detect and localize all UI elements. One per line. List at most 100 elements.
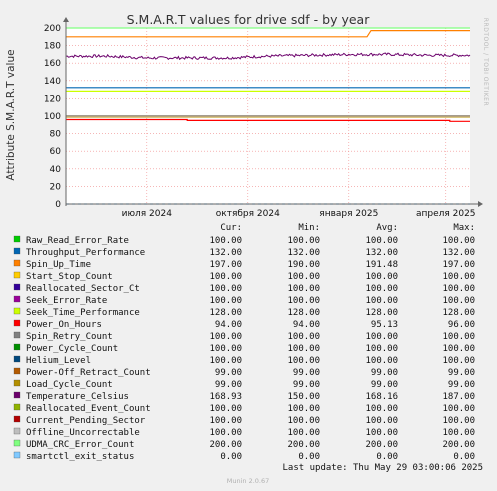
y-tick-label: 20 xyxy=(50,182,62,192)
legend-value-cur: 100.00 xyxy=(209,404,242,414)
legend-value-min: 100.00 xyxy=(287,272,320,282)
x-tick-labels: июля 2024 октября 2024 января 2025 апреля 2… xyxy=(122,209,476,219)
legend-value-cur: 100.00 xyxy=(209,332,242,342)
legend-swatch xyxy=(13,379,21,387)
y-tick-label: 100 xyxy=(44,112,61,122)
legend-series-name: Seek_Time_Performance xyxy=(26,308,140,318)
legend-value-avg: 132.00 xyxy=(365,248,398,258)
legend-series-name: Load_Cycle_Count xyxy=(26,380,113,390)
legend-value-min: 100.00 xyxy=(287,404,320,414)
legend-swatch xyxy=(13,259,21,267)
legend-swatch xyxy=(13,247,21,255)
legend-series-name: Spin_Retry_Count xyxy=(26,332,113,342)
y-tick-label: 40 xyxy=(50,165,62,175)
legend-value-avg: 99.00 xyxy=(371,368,398,378)
series-line-temperature-celsius xyxy=(65,52,471,61)
y-tick-label: 140 xyxy=(44,77,61,87)
legend-value-avg: 100.00 xyxy=(365,356,398,366)
legend-value-min: 100.00 xyxy=(287,428,320,438)
legend-value-avg: 191.48 xyxy=(365,260,398,270)
legend-value-avg: 95.13 xyxy=(371,320,398,330)
legend-value-cur: 100.00 xyxy=(209,272,242,282)
legend-value-cur: 100.00 xyxy=(209,236,242,246)
y-tick-label: 60 xyxy=(50,147,62,157)
legend-swatch xyxy=(13,403,21,411)
legend-value-cur: 100.00 xyxy=(209,416,242,426)
legend-value-avg: 0.00 xyxy=(376,452,398,462)
legend-value-avg: 99.00 xyxy=(371,380,398,390)
y-tick-label: 0 xyxy=(55,200,61,210)
legend-value-cur: 100.00 xyxy=(209,428,242,438)
legend-value-max: 197.00 xyxy=(442,260,475,270)
last-update-text: Last update: Thu May 29 03:00:06 2025 xyxy=(283,463,483,473)
x-axis-arrow xyxy=(478,201,483,207)
x-tick-label: января 2025 xyxy=(319,209,378,219)
legend-value-max: 128.00 xyxy=(442,308,475,318)
x-tick-label: апреля 2025 xyxy=(416,209,476,219)
legend-swatch xyxy=(13,271,21,279)
legend-value-avg: 100.00 xyxy=(365,416,398,426)
legend-value-max: 100.00 xyxy=(442,428,475,438)
legend-value-avg: 100.00 xyxy=(365,284,398,294)
legend-value-max: 99.00 xyxy=(448,380,475,390)
legend-series-name: Throughput_Performance xyxy=(26,248,145,258)
legend-value-max: 200.00 xyxy=(442,440,475,450)
y-tick-label: 160 xyxy=(44,59,61,69)
legend-swatch xyxy=(13,235,21,243)
legend-value-max: 100.00 xyxy=(442,356,475,366)
legend-series-name: Power_Cycle_Count xyxy=(26,344,118,354)
rrdtool-credit: RRDTOOL / TOBI OETIKER xyxy=(482,18,489,106)
legend-value-cur: 132.00 xyxy=(209,248,242,258)
series-line-spin-up-time xyxy=(66,30,470,38)
y-tick-label: 180 xyxy=(44,42,61,52)
x-tick-label: июля 2024 xyxy=(122,209,173,219)
legend-value-avg: 100.00 xyxy=(365,272,398,282)
legend-swatch xyxy=(13,331,21,339)
legend-value-avg: 100.00 xyxy=(365,404,398,414)
legend-header-max: Max: xyxy=(453,223,475,233)
legend-series-name: Current_Pending_Sector xyxy=(26,416,146,426)
legend-series-name: smartctl_exit_status xyxy=(26,452,134,462)
legend-value-min: 100.00 xyxy=(287,236,320,246)
legend-value-min: 100.00 xyxy=(287,284,320,294)
legend-value-avg: 128.00 xyxy=(365,308,398,318)
axes xyxy=(63,17,483,207)
legend-value-min: 200.00 xyxy=(287,440,320,450)
legend-value-min: 132.00 xyxy=(287,248,320,258)
legend-swatch xyxy=(13,343,21,351)
legend-swatch xyxy=(13,427,21,435)
legend-value-cur: 99.00 xyxy=(215,380,242,390)
legend-series-name: Seek_Error_Rate xyxy=(26,296,107,306)
legend-swatch xyxy=(13,391,21,399)
legend-swatch xyxy=(13,451,21,459)
legend-value-avg: 100.00 xyxy=(365,428,398,438)
legend-header-avg: Avg: xyxy=(376,223,398,233)
legend-value-cur: 128.00 xyxy=(209,308,242,318)
legend-value-max: 187.00 xyxy=(442,392,475,402)
legend-value-max: 100.00 xyxy=(442,284,475,294)
legend-series-name: Start_Stop_Count xyxy=(26,272,113,282)
legend-value-cur: 197.00 xyxy=(209,260,242,270)
legend-value-max: 100.00 xyxy=(442,416,475,426)
legend-value-max: 100.00 xyxy=(442,296,475,306)
legend-swatch xyxy=(13,439,21,447)
legend-value-max: 100.00 xyxy=(442,404,475,414)
legend-value-min: 99.00 xyxy=(293,380,320,390)
legend-value-cur: 94.00 xyxy=(215,320,242,330)
legend-value-min: 190.00 xyxy=(287,260,320,270)
legend-value-cur: 200.00 xyxy=(209,440,242,450)
legend-value-avg: 168.16 xyxy=(365,392,398,402)
legend-swatch xyxy=(13,367,21,375)
legend-value-min: 100.00 xyxy=(287,416,320,426)
legend-value-max: 100.00 xyxy=(442,332,475,342)
legend-value-max: 99.00 xyxy=(448,368,475,378)
series-line-power-on-hours xyxy=(66,118,470,122)
legend-series-name: Spin_Up_Time xyxy=(26,260,91,270)
legend-value-avg: 100.00 xyxy=(365,344,398,354)
legend-value-avg: 100.00 xyxy=(365,236,398,246)
y-axis-label: Attribute S.M.A.R.T value xyxy=(5,49,17,180)
legend-value-max: 100.00 xyxy=(442,344,475,354)
legend-series-name: Helium_Level xyxy=(26,356,91,366)
legend-value-avg: 200.00 xyxy=(365,440,398,450)
